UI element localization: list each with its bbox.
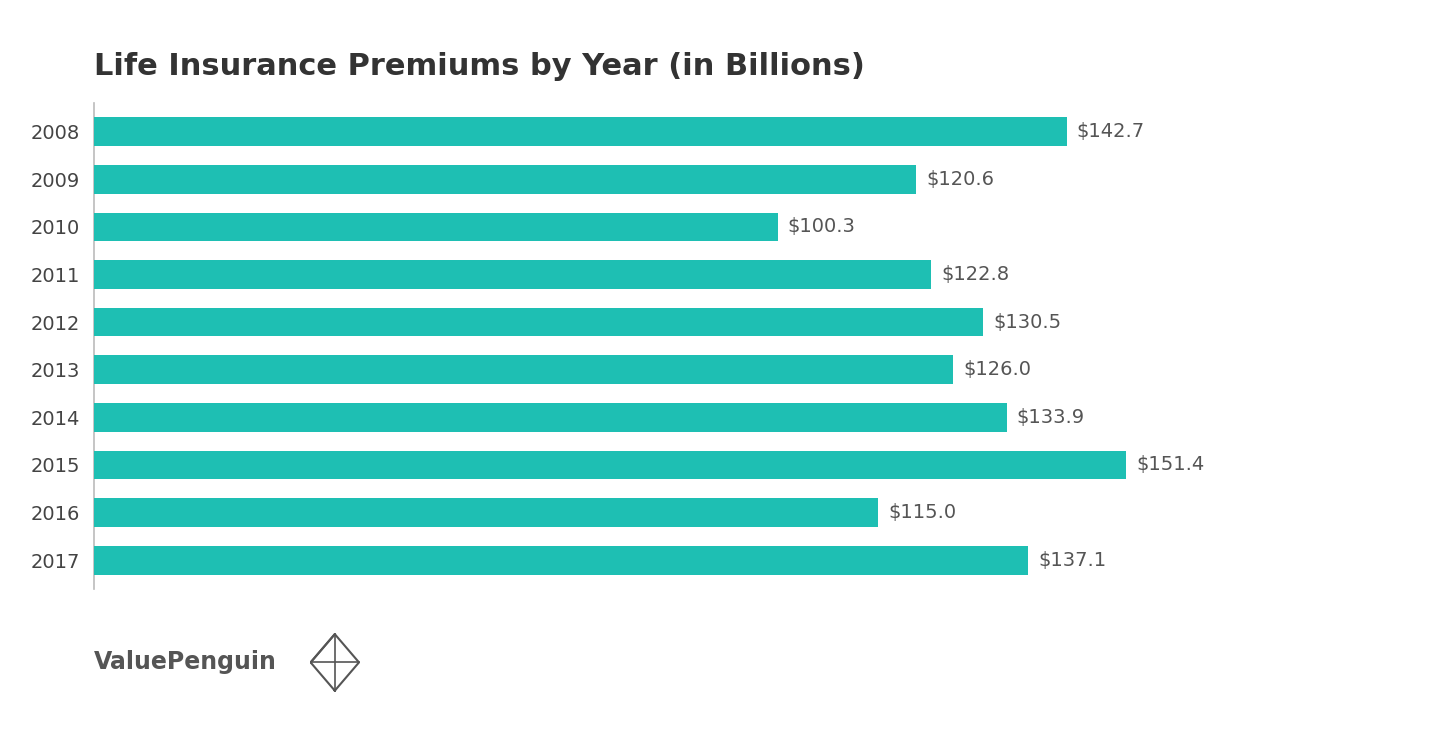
Text: ValuePenguin: ValuePenguin [94, 651, 276, 674]
Text: $151.4: $151.4 [1136, 456, 1204, 475]
Text: $120.6: $120.6 [926, 170, 994, 188]
Bar [94, 117, 1067, 146]
Bar [94, 355, 953, 384]
Text: $115.0: $115.0 [888, 503, 956, 522]
Text: Life Insurance Premiums by Year (in Billions): Life Insurance Premiums by Year (in Bill… [94, 52, 864, 80]
Bar [94, 546, 1028, 575]
Text: $142.7: $142.7 [1077, 122, 1145, 141]
Bar [94, 165, 916, 194]
Text: $122.8: $122.8 [942, 265, 1009, 284]
Bar [94, 403, 1007, 431]
Text: $100.3: $100.3 [788, 217, 855, 236]
Text: $130.5: $130.5 [994, 313, 1061, 332]
Bar [94, 498, 878, 527]
Text: $126.0: $126.0 [963, 360, 1031, 379]
Bar [94, 213, 778, 241]
Bar [94, 450, 1126, 479]
Bar [94, 261, 930, 289]
Bar [94, 308, 984, 336]
Text: $133.9: $133.9 [1017, 408, 1084, 427]
Text: $137.1: $137.1 [1038, 551, 1107, 570]
